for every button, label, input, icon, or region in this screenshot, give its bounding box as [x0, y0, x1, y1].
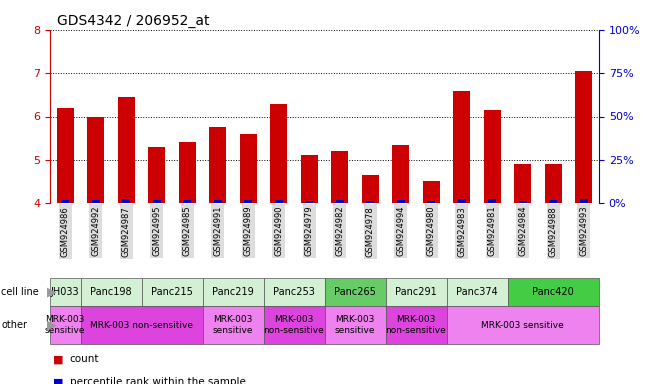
Bar [81, 278, 141, 306]
Bar [50, 306, 81, 344]
Text: ▶: ▶ [47, 285, 57, 298]
Bar [301, 156, 318, 203]
Bar [57, 108, 74, 203]
Bar [81, 306, 202, 344]
Text: Panc215: Panc215 [151, 287, 193, 297]
Bar [264, 306, 324, 344]
Bar [141, 278, 202, 306]
Bar [397, 200, 404, 203]
Text: count: count [70, 354, 99, 364]
Text: ■: ■ [53, 354, 64, 364]
Text: MRK-003 non-sensitive: MRK-003 non-sensitive [90, 321, 193, 329]
Bar [305, 201, 313, 203]
Text: other: other [1, 320, 27, 330]
Bar [423, 181, 439, 203]
Bar [240, 134, 256, 203]
Text: MRK-003
sensitive: MRK-003 sensitive [45, 315, 85, 335]
Text: percentile rank within the sample: percentile rank within the sample [70, 377, 245, 384]
Bar [549, 200, 557, 203]
Bar [50, 278, 81, 306]
Bar [488, 199, 496, 203]
Bar [214, 200, 221, 203]
Bar [210, 127, 226, 203]
Bar [118, 97, 135, 203]
Text: Panc291: Panc291 [395, 287, 437, 297]
Bar [184, 200, 191, 203]
Bar [545, 164, 562, 203]
Bar [87, 116, 104, 203]
Bar [264, 278, 324, 306]
Bar [393, 145, 409, 203]
Bar [580, 199, 587, 203]
Bar [385, 278, 447, 306]
Text: Panc219: Panc219 [212, 287, 254, 297]
Bar [324, 278, 385, 306]
Text: Panc253: Panc253 [273, 287, 315, 297]
Bar [367, 201, 374, 203]
Text: GDS4342 / 206952_at: GDS4342 / 206952_at [57, 14, 209, 28]
Text: Panc420: Panc420 [533, 287, 574, 297]
Bar [245, 200, 252, 203]
Bar [270, 104, 287, 203]
Text: MRK-003 sensitive: MRK-003 sensitive [481, 321, 564, 329]
Bar [514, 164, 531, 203]
Bar [122, 199, 130, 203]
Bar [336, 200, 344, 203]
Bar [202, 278, 264, 306]
Bar [447, 278, 508, 306]
Bar [385, 306, 447, 344]
Text: Panc198: Panc198 [90, 287, 132, 297]
Bar [92, 200, 100, 203]
Bar [362, 175, 379, 203]
Bar [148, 147, 165, 203]
Text: MRK-003
sensitive: MRK-003 sensitive [335, 315, 375, 335]
Bar [453, 91, 470, 203]
Bar [447, 306, 599, 344]
Bar [179, 142, 196, 203]
Bar [61, 200, 69, 203]
Bar [153, 200, 161, 203]
Bar [519, 201, 527, 203]
Text: MRK-003
non-sensitive: MRK-003 non-sensitive [264, 315, 324, 335]
Bar [458, 199, 465, 203]
Bar [428, 201, 435, 203]
Bar [575, 71, 592, 203]
Bar [275, 200, 283, 203]
Bar [202, 306, 264, 344]
Text: Panc374: Panc374 [456, 287, 498, 297]
Bar [324, 306, 385, 344]
Bar [331, 151, 348, 203]
Bar [508, 278, 599, 306]
Bar [484, 110, 501, 203]
Text: JH033: JH033 [51, 287, 79, 297]
Text: MRK-003
sensitive: MRK-003 sensitive [213, 315, 253, 335]
Text: Panc265: Panc265 [334, 287, 376, 297]
Text: MRK-003
non-sensitive: MRK-003 non-sensitive [385, 315, 447, 335]
Text: cell line: cell line [1, 287, 39, 297]
Text: ▶: ▶ [47, 318, 57, 331]
Text: ■: ■ [53, 377, 64, 384]
